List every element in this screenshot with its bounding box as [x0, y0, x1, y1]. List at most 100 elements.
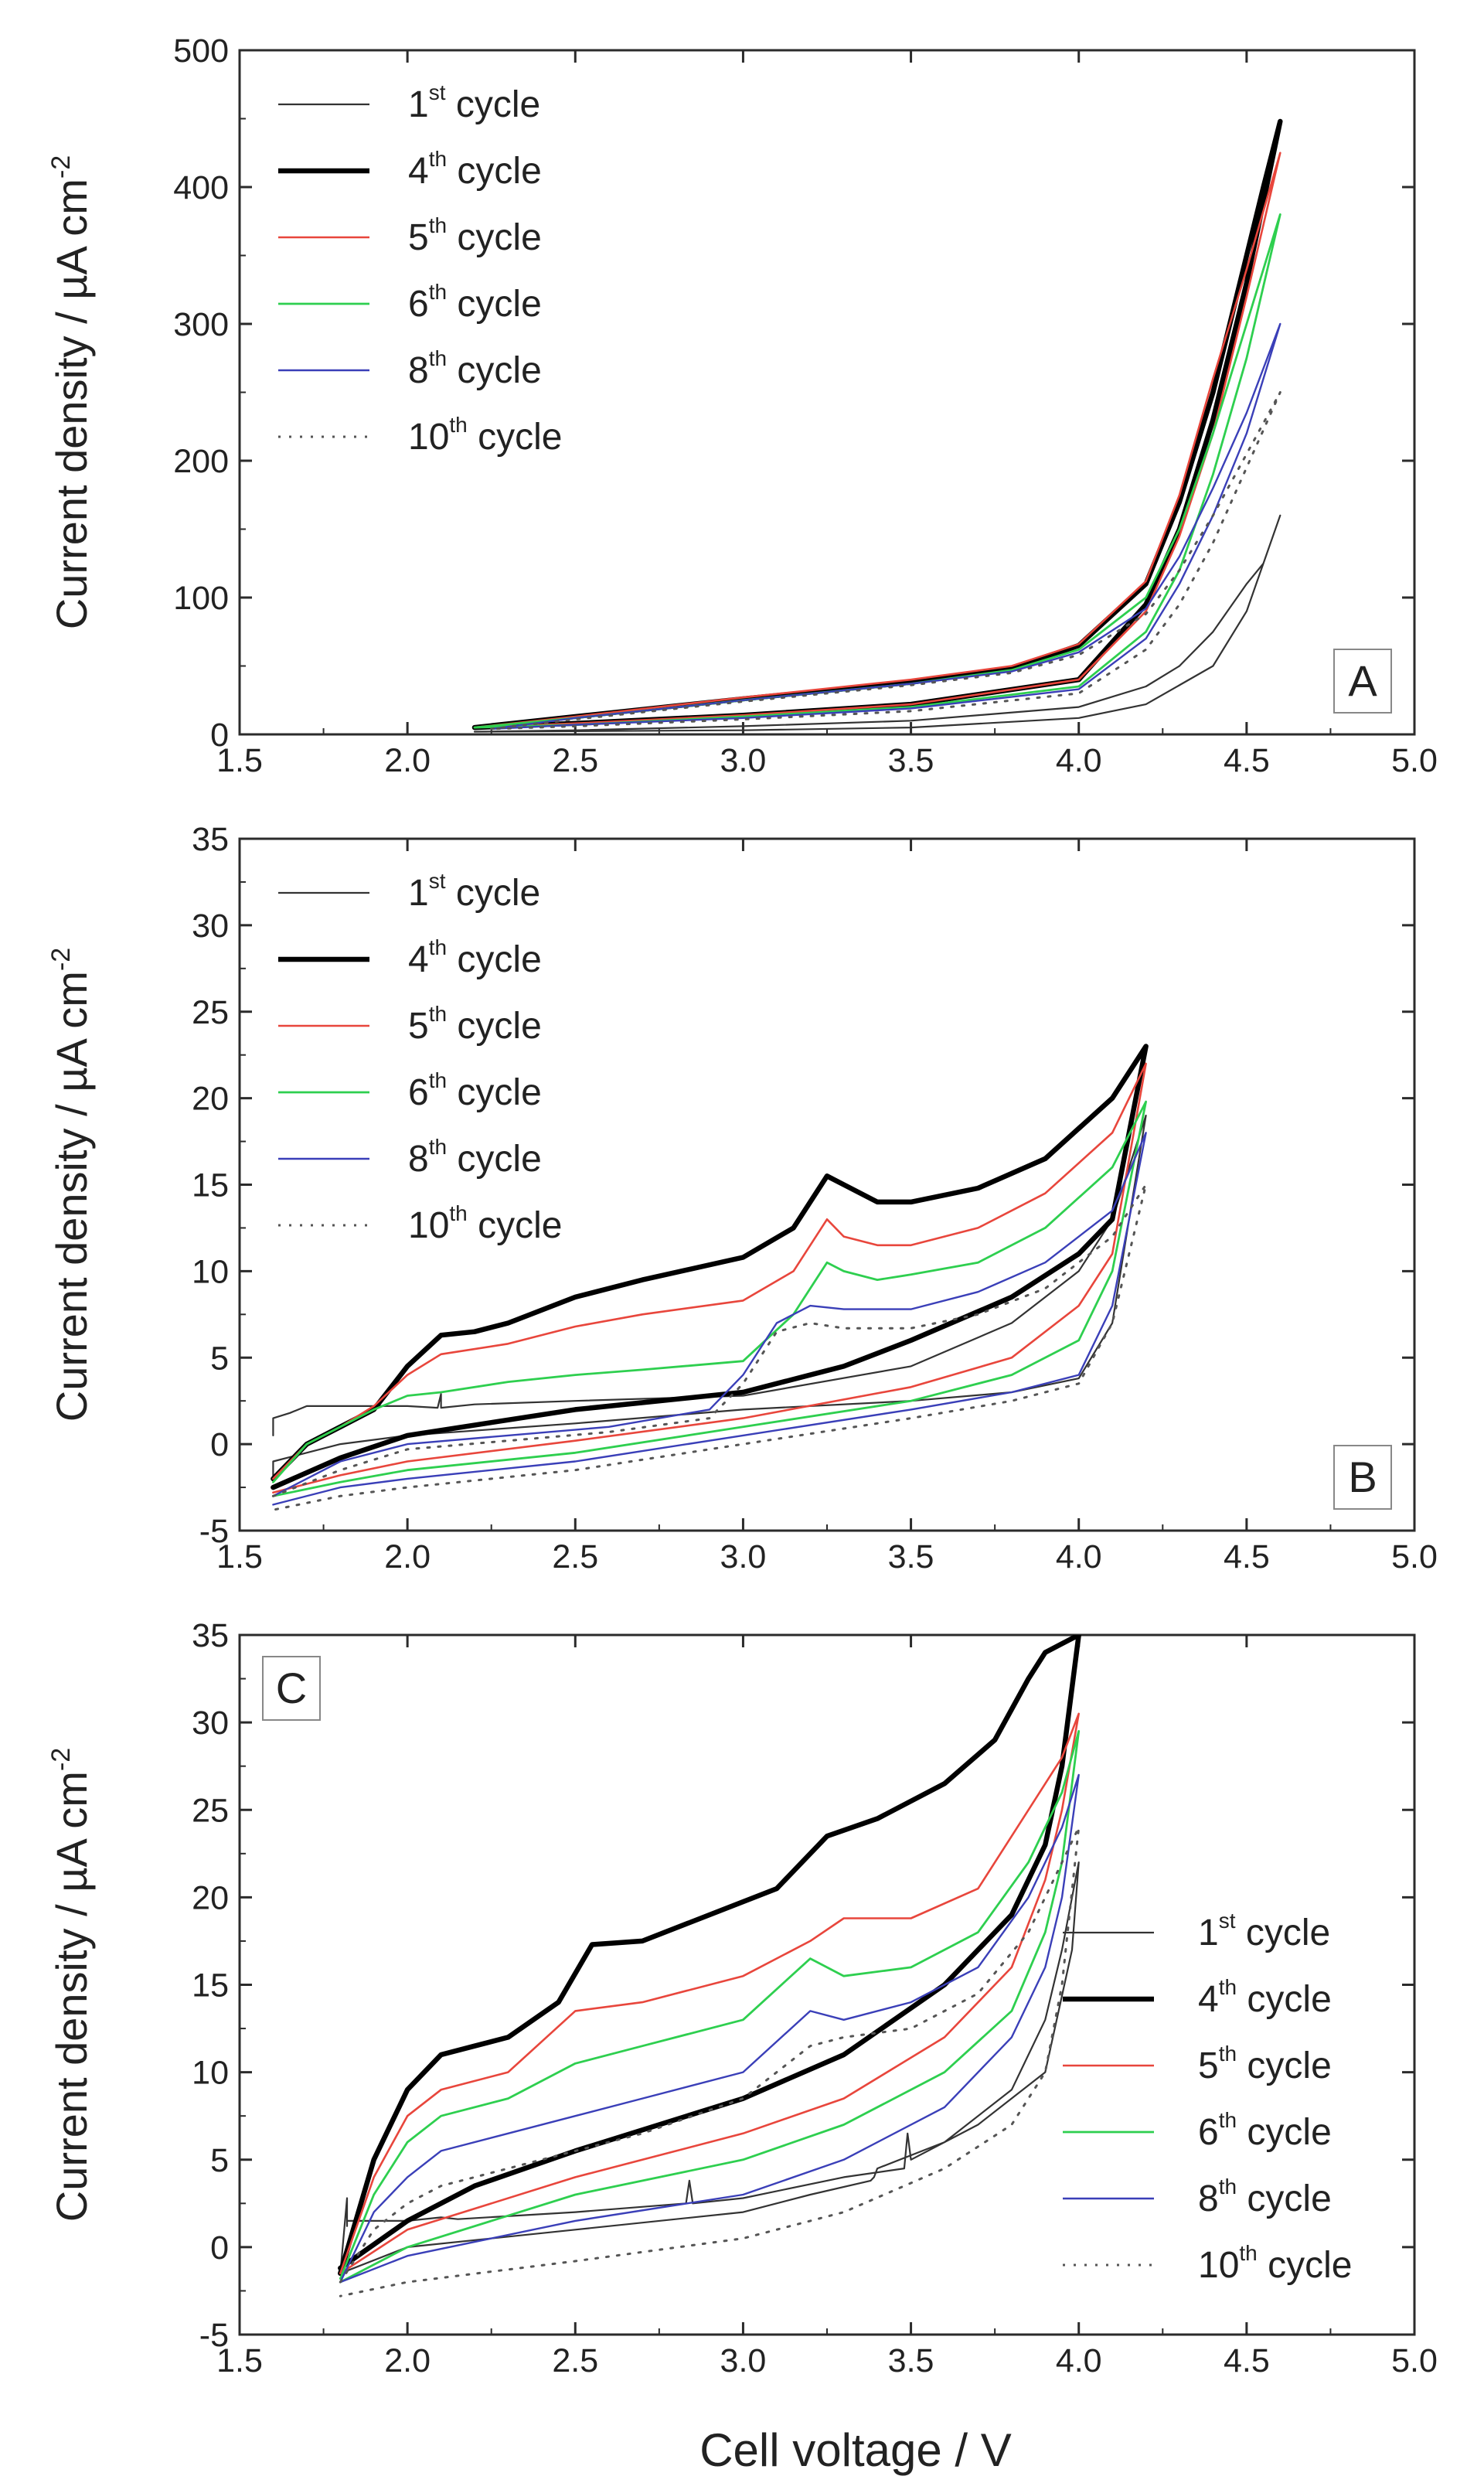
panel-b-legend-label: 4th cycle — [408, 935, 542, 980]
legend-suffix: cycle — [1258, 2245, 1353, 2286]
legend-ordinal: th — [429, 346, 447, 370]
panel-c-series-10th-cycle — [339, 1826, 1081, 2297]
panel-c-label-letter: C — [276, 1664, 307, 1712]
legend-number: 5 — [1198, 2045, 1219, 2086]
legend-number: 4 — [1198, 1979, 1219, 2020]
panel-c-legend-label: 4th cycle — [1198, 1975, 1332, 2020]
legend-number: 1 — [1198, 1912, 1219, 1953]
panel-a-series-5th-cycle — [473, 152, 1281, 729]
panel-b-y-tick-label: 0 — [210, 1426, 229, 1463]
panel-b-y-tick-label: 10 — [192, 1253, 229, 1290]
panel-a-x-tick-label: 2.0 — [384, 742, 431, 779]
panel-b-x-tick-label: 1.5 — [216, 1538, 263, 1575]
legend-number: 4 — [408, 939, 429, 980]
panel-a-legend-label: 4th cycle — [408, 147, 542, 192]
panel-a-x-tick-label: 3.0 — [720, 742, 767, 779]
legend-number: 10 — [408, 1205, 449, 1246]
panel-c-y-tick-label: 30 — [192, 1705, 229, 1742]
legend-number: 8 — [408, 350, 429, 391]
panel-a-y-tick-label: 300 — [173, 306, 229, 343]
legend-suffix: cycle — [447, 1139, 542, 1180]
legend-number: 10 — [408, 417, 449, 458]
panel-a-y-tick-label: 100 — [173, 580, 229, 617]
panel-c-x-tick-label: 3.0 — [720, 2342, 767, 2379]
panel-b-label-box — [1333, 1445, 1392, 1510]
legend-suffix: cycle — [447, 151, 542, 192]
panel-c-series-1st-cycle — [339, 1861, 1080, 2274]
panel-b-x-tick-label: 3.0 — [720, 1538, 767, 1575]
legend-ordinal: th — [1239, 2241, 1257, 2265]
legend-suffix: cycle — [1237, 2112, 1332, 2153]
panel-a-x-tick-label: 4.5 — [1224, 742, 1270, 779]
panel-a-series-10th-cycle — [490, 391, 1281, 731]
panel-b-series-1st-cycle — [272, 1114, 1147, 1480]
panel-b-y-axis-label: Current density / µA cm-2 — [46, 948, 96, 1422]
panel-b-legend-label: 10th cycle — [408, 1201, 562, 1246]
panel-c-x-tick-label: 1.5 — [216, 2342, 263, 2379]
legend-ordinal: th — [1219, 2042, 1237, 2066]
panel-a-y-axis-label: Current density / µA cm-2 — [46, 155, 96, 629]
panel-a-x-tick-label: 5.0 — [1391, 742, 1438, 779]
legend-number: 1 — [408, 84, 429, 125]
panel-a-y-tick-label: 400 — [173, 169, 229, 206]
panel-b-y-tick-label: 5 — [210, 1340, 229, 1377]
legend-suffix: cycle — [1237, 1979, 1332, 2020]
panel-a-legend-label: 5th cycle — [408, 213, 542, 258]
legend-ordinal: th — [429, 147, 447, 171]
panel-a-x-tick-label: 3.5 — [888, 742, 934, 779]
panel-c-series-8th-cycle — [339, 1773, 1080, 2284]
panel-a-y-tick-label: 500 — [173, 32, 229, 70]
legend-number: 1 — [408, 873, 429, 914]
panel-c-y-tick-label: 5 — [210, 2142, 229, 2179]
panel-b-legend-label: 8th cycle — [408, 1135, 542, 1180]
panel-c-x-tick-label: 3.5 — [888, 2342, 934, 2379]
panel-a-y-axis-label-text: Current density / µA cm — [47, 179, 96, 629]
legend-ordinal: st — [429, 869, 446, 893]
panel-a-series-6th-cycle — [473, 213, 1281, 729]
legend-ordinal: th — [449, 1201, 467, 1225]
panel-b-y-tick-label: 35 — [192, 821, 229, 858]
legend-ordinal: st — [1219, 1909, 1236, 1933]
panel-b-series-10th-cycle — [271, 1184, 1148, 1511]
panel-a-label-box — [1333, 649, 1392, 714]
legend-suffix: cycle — [447, 1006, 542, 1047]
panel-b-series-5th-cycle — [272, 1062, 1147, 1494]
legend-suffix: cycle — [447, 217, 542, 258]
legend-ordinal: th — [1219, 2108, 1237, 2132]
panel-a-label-letter: A — [1348, 656, 1377, 705]
panel-b-y-axis-label-text: Current density / µA cm — [47, 971, 96, 1422]
panel-b-x-tick-label: 5.0 — [1391, 1538, 1438, 1575]
panel-c-legend-label: 8th cycle — [1198, 2175, 1332, 2219]
legend-suffix: cycle — [1237, 2045, 1332, 2086]
panel-c-series-6th-cycle — [339, 1730, 1081, 2284]
legend-suffix: cycle — [447, 939, 542, 980]
panel-a-y-axis-label-exponent: -2 — [46, 155, 76, 179]
legend-suffix: cycle — [1237, 2178, 1332, 2219]
panel-c-y-tick-label: 10 — [192, 2055, 229, 2092]
panel-a-legend-label: 1st cycle — [408, 80, 540, 125]
panel-c-y-axis-label-text: Current density / µA cm — [47, 1771, 96, 2222]
legend-number: 5 — [408, 1006, 429, 1047]
legend-suffix: cycle — [447, 1072, 542, 1113]
legend-ordinal: th — [429, 1135, 447, 1159]
panel-b-y-tick-label: 30 — [192, 908, 229, 945]
panel-a-series-8th-cycle — [490, 322, 1281, 731]
legend-suffix: cycle — [445, 84, 540, 125]
panel-a-x-tick-label: 1.5 — [216, 742, 263, 779]
panel-a-y-tick-label: 0 — [210, 717, 229, 754]
legend-number: 4 — [408, 151, 429, 192]
panel-b-x-tick-label: 4.5 — [1224, 1538, 1270, 1575]
legend-number: 5 — [408, 217, 429, 258]
panel-c-y-axis-label: Current density / µA cm-2 — [46, 1748, 96, 2222]
panel-b-x-tick-label: 2.0 — [384, 1538, 431, 1575]
panel-b-series-8th-cycle — [272, 1132, 1147, 1506]
panel-c-y-tick-label: 15 — [192, 1967, 229, 2004]
legend-ordinal: th — [429, 935, 447, 959]
panel-c-y-tick-label: 20 — [192, 1879, 229, 1916]
panel-c-y-tick-label: 0 — [210, 2229, 229, 2267]
panel-a-x-tick-label: 4.0 — [1056, 742, 1102, 779]
panel-b-series-6th-cycle — [272, 1100, 1147, 1497]
panel-a-x-tick-label: 2.5 — [552, 742, 598, 779]
